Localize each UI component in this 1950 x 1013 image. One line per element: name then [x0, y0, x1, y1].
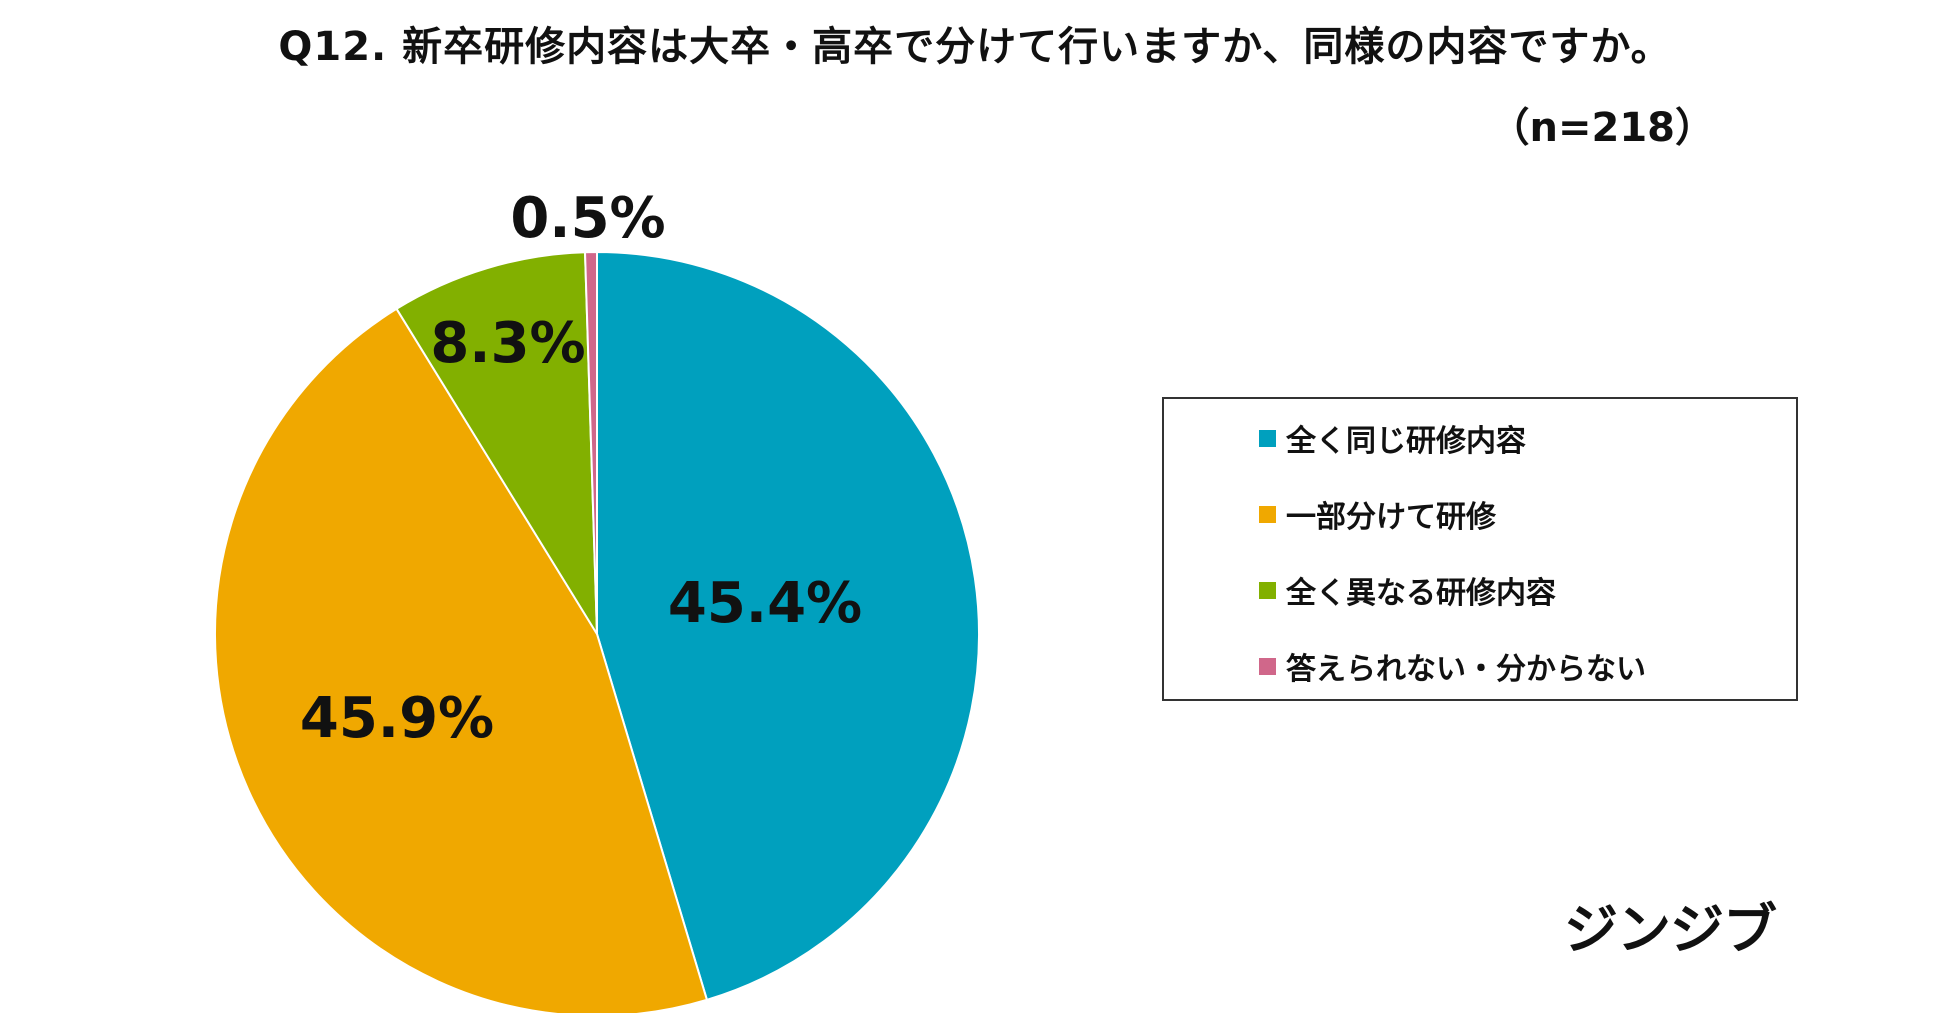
brand-logo: ジンジブ	[1564, 898, 1777, 961]
pie-slice-different	[395, 251, 599, 638]
legend-item-unknown: 答えられない・分からない	[1259, 646, 1646, 687]
chart-legend: 全く同じ研修内容 一部分けて研修 全く異なる研修内容 答えられない・分からない	[1162, 397, 1798, 701]
chart-title: Q12. 新卒研修内容は大卒・高卒で分けて行いますか、同様の内容ですか。	[278, 24, 1672, 70]
legend-swatch-unknown	[1259, 657, 1276, 675]
pie-slice-same	[596, 250, 980, 1002]
data-label-same: 45.4%	[668, 571, 862, 636]
sample-size-label: （n=218）	[1489, 105, 1716, 151]
data-label-partly-separate: 45.9%	[300, 686, 494, 751]
legend-swatch-partly-separate	[1259, 505, 1276, 523]
legend-item-partly-separate: 一部分けて研修	[1259, 494, 1496, 535]
legend-swatch-different	[1259, 581, 1276, 599]
legend-item-different: 全く異なる研修内容	[1259, 570, 1556, 611]
data-label-unknown: 0.5%	[510, 186, 665, 251]
legend-label-unknown: 答えられない・分からない	[1286, 652, 1646, 687]
legend-label-same: 全く同じ研修内容	[1286, 424, 1526, 459]
legend-label-partly-separate: 一部分けて研修	[1286, 500, 1496, 535]
pie-slice-unknown	[583, 250, 598, 635]
legend-label-different: 全く異なる研修内容	[1286, 576, 1556, 611]
data-label-different: 8.3%	[430, 311, 585, 376]
legend-swatch-same	[1259, 429, 1276, 447]
legend-item-same: 全く同じ研修内容	[1259, 418, 1526, 459]
